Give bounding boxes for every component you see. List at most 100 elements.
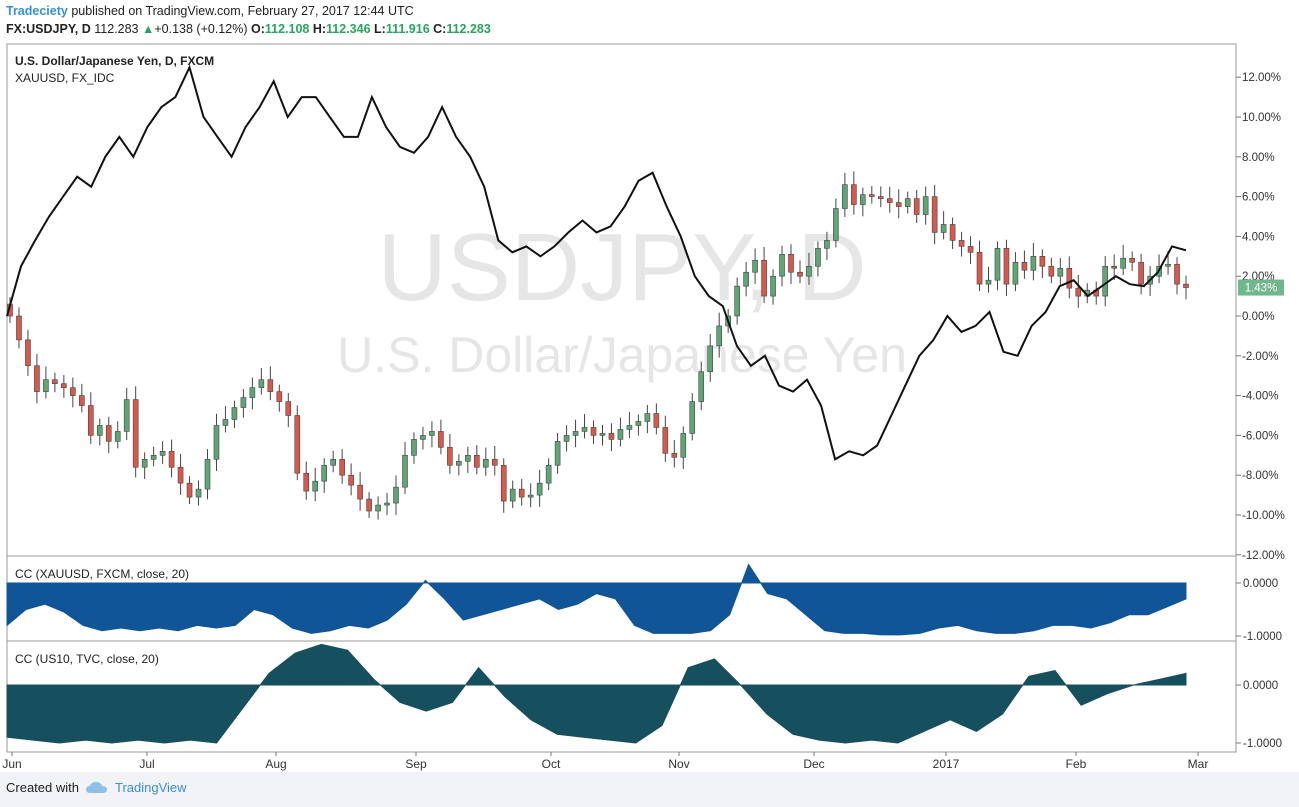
candle-body [482,458,489,468]
y-tick-label: 12.00% [1242,72,1281,84]
candle-body [267,379,274,392]
candle-body [824,240,830,249]
candle-body [222,419,229,426]
low-value: 111.916 [385,22,430,36]
candle-body [842,184,848,209]
candle-body [1021,261,1028,271]
watermark-name: U.S. Dollar/Japanese Yen [337,327,907,383]
candle-body [465,454,471,462]
candle-body [43,379,49,392]
y-tick-label: 4.00% [1242,231,1275,243]
cloud-logo-icon [85,781,107,793]
candle-body [491,458,498,466]
candle-body [1129,257,1135,263]
candle-body [61,383,67,388]
candle-body [1174,263,1180,285]
x-tick-label: Dec [803,757,824,771]
candle-body [994,248,1001,281]
candle-body [940,224,947,233]
candle-body [231,407,238,420]
candle-body [285,401,292,416]
ohlc-line: FX:USDJPY, D 112.283 ▲+0.138 (+0.12%) O:… [6,22,491,36]
candle-body [312,480,319,492]
cc-us10-title: CC (US10, TVC, close, 20) [15,652,159,666]
x-tick-label: 2017 [933,757,960,771]
candle-body [653,413,660,428]
candle-body [527,494,534,498]
candle-body [680,433,687,458]
candle-body [186,482,193,498]
cc-xauusd-area [6,563,1187,636]
candle-body [617,429,624,440]
candle-body [70,387,76,396]
candle-body [348,474,354,486]
y-tick-label: -8.00% [1242,470,1278,482]
x-tick-label: Mar [1188,757,1209,771]
candle-body [869,194,875,197]
candle-body [393,486,399,504]
x-tick-label: Jun [2,757,21,771]
candle-body [1075,287,1082,297]
candle-body [788,254,794,273]
candle-body [985,279,992,285]
candle-body [860,194,866,205]
candle-body [752,259,758,273]
y-tick-label: -6.00% [1242,430,1278,442]
candle-body [518,488,525,498]
candle-body [34,365,40,392]
candle-body [1066,267,1073,289]
open-label: O: [250,22,265,36]
candle-body [204,458,211,490]
chart-area[interactable]: USDJPY, D U.S. Dollar/Japanese Yen 12.00% 1… [0,40,1299,772]
candle-body [96,425,103,436]
candle-body [1048,265,1055,277]
candle-body [734,285,740,317]
watermark-symbol: USDJPY, D [377,214,866,321]
symbol-label: FX:USDJPY, D [6,22,91,36]
candle-body [384,502,390,506]
candle-body [438,431,444,448]
candle-body [123,399,130,432]
candle-body [779,254,785,277]
candle-body [474,454,480,468]
candle-body [168,451,175,468]
candle-body [195,488,202,498]
candle-body [851,184,857,205]
candle-body [806,265,812,277]
candle-body [1183,283,1189,288]
candle-body [303,472,310,492]
candle-body [240,397,247,408]
candle-body [150,454,157,460]
candle-body [375,504,381,512]
candle-body [114,431,121,442]
candle-body [52,379,58,384]
x-tick-label: Sep [405,757,427,771]
candle-body [644,413,651,422]
candle-body [509,488,516,502]
candle-body [626,425,633,430]
xauusd-line [6,64,1187,461]
candle-body [797,271,803,277]
candle-body [913,198,920,215]
x-tick-label: Jul [139,757,154,771]
candle-body [321,464,327,482]
x-tick-label: Nov [668,757,689,771]
y-tick-label: -10.00% [1242,510,1285,522]
open-value: 112.108 [264,22,310,36]
last-price: 112.283 [94,22,139,36]
candle-body [87,405,94,436]
candle-body [402,454,408,488]
tradingview-link[interactable]: TradingView [114,780,187,795]
candle-body [447,447,453,466]
candle-body [976,252,983,285]
candle-body [258,379,265,388]
high-label: H: [312,22,327,36]
publish-line: Tradeciety published on TradingView.com,… [6,4,414,18]
footer-bar [0,772,1299,807]
candle-body [1138,261,1144,285]
candle-body [500,464,507,502]
publisher-link[interactable]: Tradeciety [6,4,68,18]
cc-us10-area [6,643,1187,744]
candle-body [132,399,139,468]
candle-body [1012,261,1019,285]
